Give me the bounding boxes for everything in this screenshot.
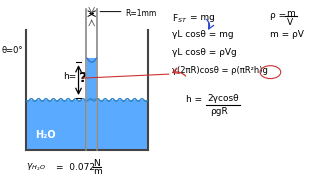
Text: h=: h= <box>63 72 76 81</box>
Bar <box>26 100 86 150</box>
Text: γL cosθ = mg: γL cosθ = mg <box>172 30 233 39</box>
Text: θ=0°: θ=0° <box>2 46 23 55</box>
Text: $\gamma_{H_2O}$: $\gamma_{H_2O}$ <box>26 162 46 173</box>
Text: ?: ? <box>79 71 88 85</box>
Text: R=1mm: R=1mm <box>125 9 157 18</box>
Text: γ(2πR)cosθ = ρ(πR²h)g: γ(2πR)cosθ = ρ(πR²h)g <box>172 66 268 75</box>
Text: =  0.072: = 0.072 <box>56 163 95 172</box>
Text: h =: h = <box>186 95 202 104</box>
Bar <box>97 100 148 150</box>
Text: 2γcosθ: 2γcosθ <box>207 94 239 103</box>
Bar <box>87 58 96 150</box>
Text: F$_{ST}$: F$_{ST}$ <box>172 13 187 25</box>
Text: ρ =: ρ = <box>270 11 286 20</box>
Text: m: m <box>93 167 102 176</box>
Text: ρgR: ρgR <box>210 107 228 116</box>
Text: H₂O: H₂O <box>35 130 56 140</box>
Text: V: V <box>287 18 293 27</box>
Text: = mg: = mg <box>190 13 215 22</box>
Text: γL cosθ = ρVg: γL cosθ = ρVg <box>172 48 236 57</box>
Text: m = ρV: m = ρV <box>270 30 304 39</box>
Text: N: N <box>93 159 100 168</box>
Text: m: m <box>286 9 295 18</box>
